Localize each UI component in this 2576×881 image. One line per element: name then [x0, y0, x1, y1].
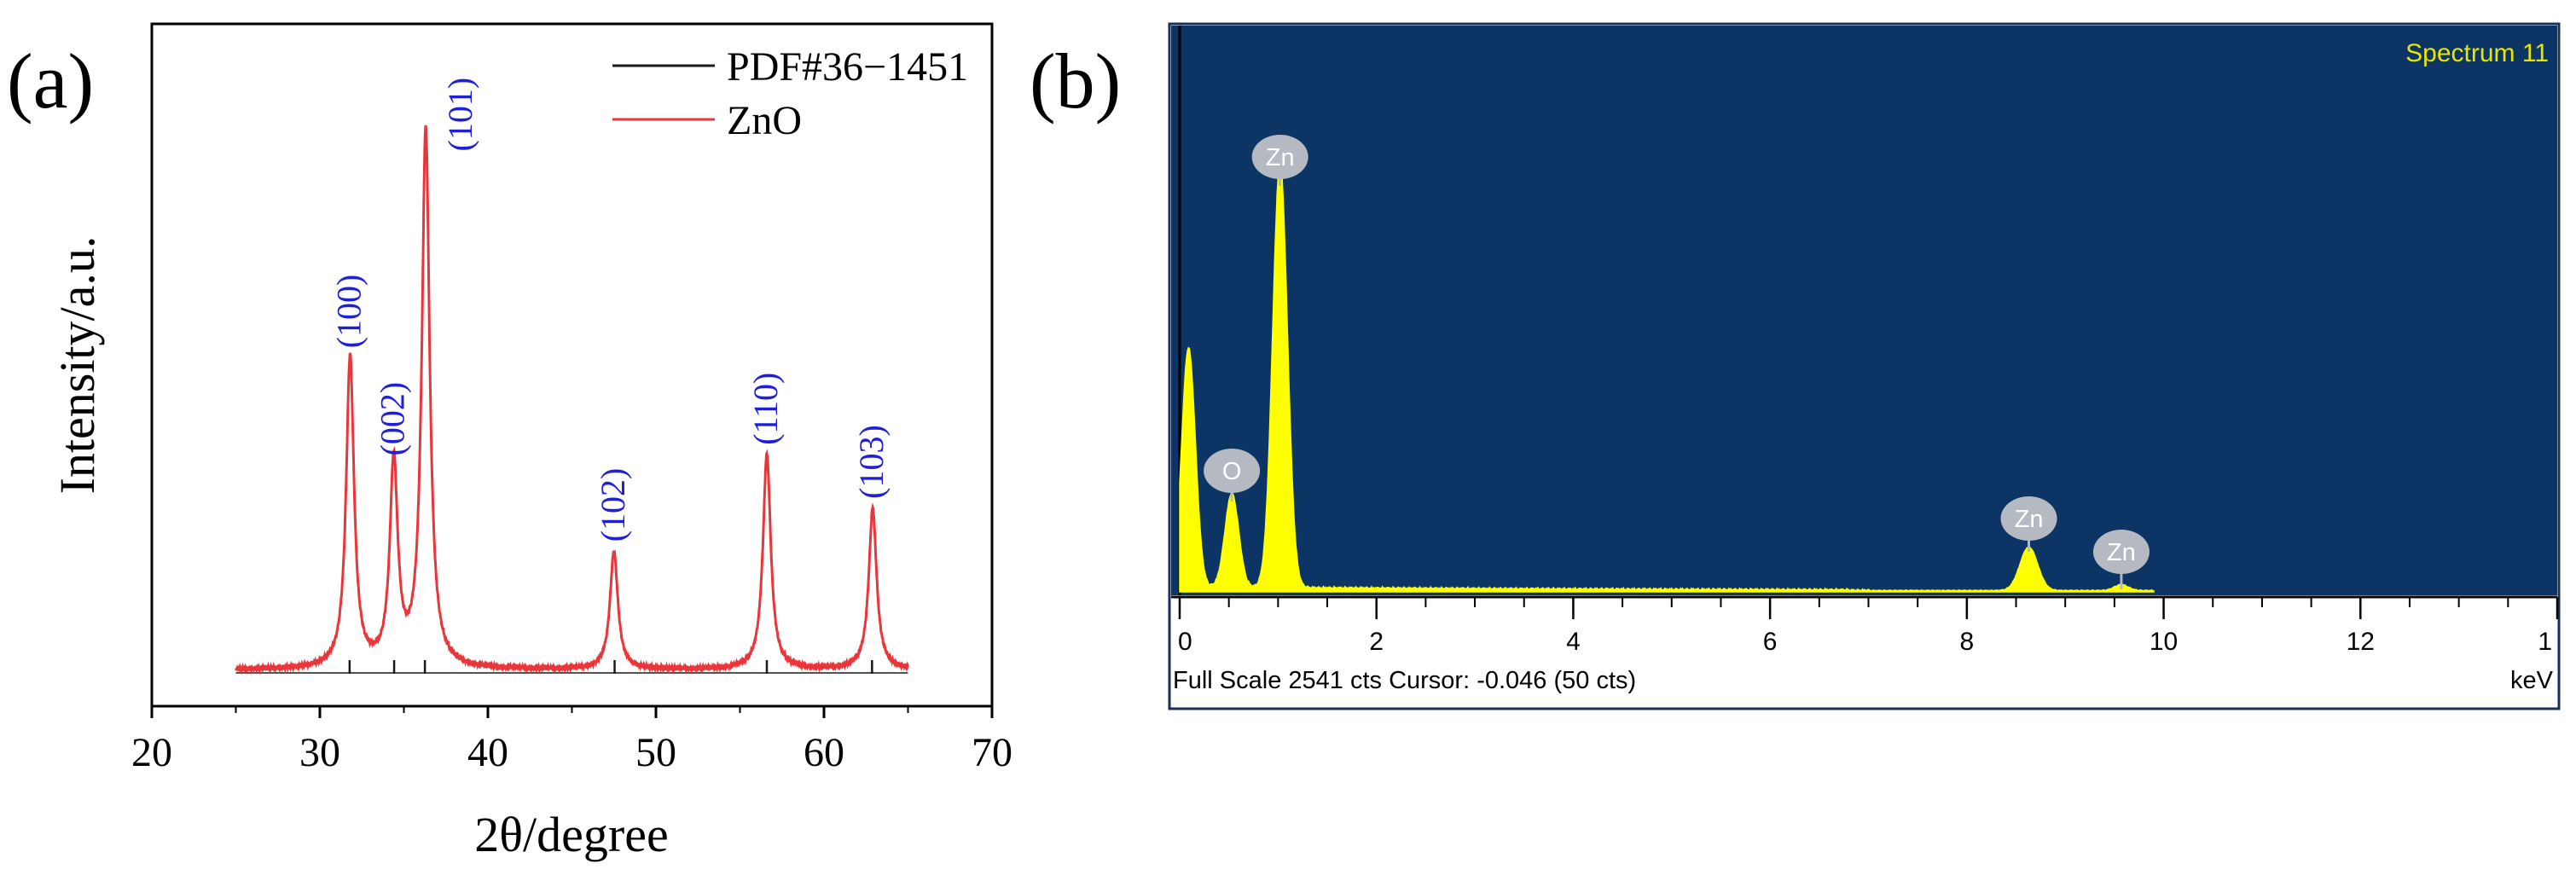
hkl-label: (101) [441, 78, 479, 152]
element-badge-label: Zn [2015, 506, 2044, 533]
x-tick-label: 20 [131, 730, 172, 775]
eds-tick-label: 6 [1763, 628, 1778, 656]
eds-tick-label: 12 [2347, 628, 2375, 656]
eds-tick-label: 4 [1566, 628, 1581, 656]
eds-tick-label: 8 [1960, 628, 1975, 656]
xrd-x-axis-label: 2θ/degree [474, 807, 668, 862]
element-badge-label: O [1222, 458, 1242, 485]
eds-tick-label: 1 [2538, 628, 2552, 656]
element-marker-zn: Zn [2000, 496, 2057, 552]
eds-spectrum [1179, 159, 2155, 593]
legend-pdf-label: PDF#36−1451 [727, 44, 968, 90]
element-marker-o: O [1204, 449, 1261, 502]
hkl-label: (110) [746, 373, 785, 445]
eds-plot-area [1171, 26, 2557, 595]
element-marker-zn: Zn [1251, 135, 1308, 186]
x-tick-label: 30 [299, 730, 340, 775]
xrd-y-axis-label: Intensity/a.u. [49, 236, 105, 495]
eds-unit-label: keV [2510, 667, 2554, 694]
legend-zno-label: ZnO [727, 98, 802, 143]
element-badge [2000, 496, 2057, 541]
eds-element-markers: O Zn Zn Zn [1204, 135, 2150, 590]
hkl-label: (103) [852, 425, 891, 499]
element-marker-zn: Zn [2092, 530, 2150, 590]
x-tick-label: 40 [467, 730, 508, 775]
x-tick-label: 50 [635, 730, 676, 775]
eds-x-axis: 0 2 4 6 8 10 12 1 [1178, 597, 2559, 656]
element-badge [1204, 449, 1261, 493]
xrd-legend: PDF#36−1451 ZnO [612, 44, 968, 143]
eds-tick-label: 0 [1178, 628, 1192, 656]
element-badge [1251, 135, 1308, 179]
hkl-label: (100) [329, 275, 368, 349]
xrd-x-axis: 20 30 40 50 60 70 [131, 706, 1012, 775]
panel-b: (b) Spectrum 11 O Zn Zn Zn 0 2 4 6 8 10 12 1 Full … [1030, 22, 2561, 710]
x-tick-label: 70 [972, 730, 1012, 775]
element-badge-label: Zn [2107, 539, 2136, 566]
x-tick-label: 60 [804, 730, 844, 775]
zno-xrd-series [235, 125, 909, 675]
pdf-reference-lines [235, 660, 908, 674]
hkl-label: (002) [374, 382, 412, 456]
hkl-labels: (100)(002) (101) (102) (110) (103) [329, 78, 891, 542]
eds-tick-label: 2 [1369, 628, 1384, 656]
panel-a: (a) 20 30 40 50 60 70 Intensity/a.u. 2θ/degre… [7, 22, 1012, 862]
eds-tick-label: 10 [2150, 628, 2178, 656]
hkl-label: (102) [594, 468, 632, 542]
eds-status-line: Full Scale 2541 cts Cursor: -0.046 (50 c… [1173, 667, 1636, 694]
element-badge [2092, 530, 2150, 574]
panel-a-label: (a) [7, 38, 94, 125]
element-badge-label: Zn [1266, 144, 1295, 171]
panel-b-label: (b) [1030, 38, 1121, 125]
eds-spectrum-title: Spectrum 11 [2405, 39, 2549, 67]
